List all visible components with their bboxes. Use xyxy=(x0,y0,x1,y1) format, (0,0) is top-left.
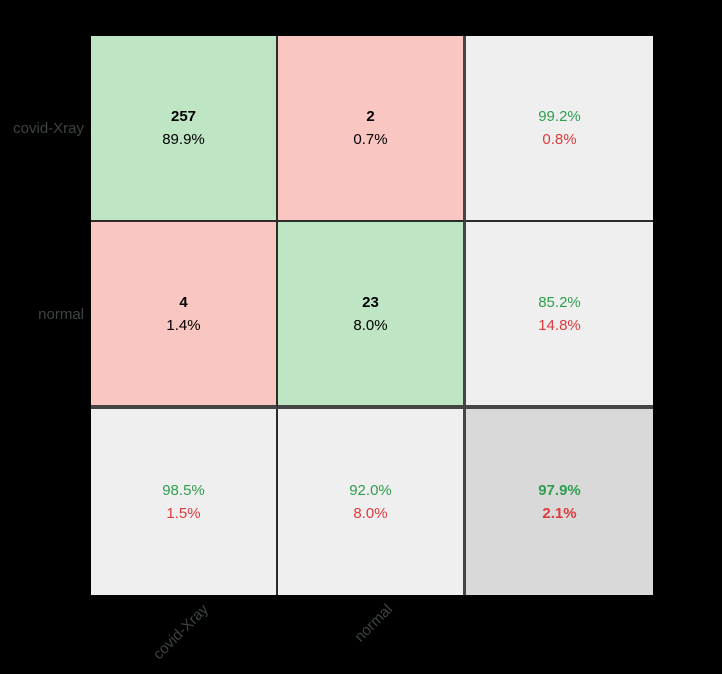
cell-incorrect-percent: 8.0% xyxy=(353,505,388,522)
cell-correct-percent: 85.2% xyxy=(538,293,581,311)
row-label-normal: normal xyxy=(38,306,84,323)
overall-error-percent: 2.1% xyxy=(542,505,577,522)
cell-count: 2 xyxy=(366,108,375,125)
col-label-normal: normal xyxy=(351,601,397,646)
cell-false-normal-as-covid: 4 1.4% xyxy=(91,222,278,409)
cell-correct-percent: 92.0% xyxy=(349,482,392,499)
cell-col-summary-covid: 98.5% 1.5% xyxy=(91,409,278,595)
cell-count: 23 xyxy=(362,293,379,311)
cell-count: 257 xyxy=(170,108,197,125)
cell-row-summary-normal: 85.2% 14.8% xyxy=(466,222,653,409)
cell-percent: 0.7% xyxy=(353,131,388,148)
cell-incorrect-percent: 0.8% xyxy=(542,131,577,148)
cell-correct-percent: 99.2% xyxy=(538,108,581,125)
cell-percent: 8.0% xyxy=(353,316,388,334)
cell-true-positive-normal: 23 8.0% xyxy=(278,222,466,409)
cell-count: 4 xyxy=(179,293,188,311)
cell-row-summary-covid: 99.2% 0.8% xyxy=(466,36,653,222)
overall-accuracy-percent: 97.9% xyxy=(538,482,581,499)
cell-true-positive-covid: 257 89.9% xyxy=(91,36,278,222)
cell-col-summary-normal: 92.0% 8.0% xyxy=(278,409,466,595)
col-label-covid-xray: covid-Xray xyxy=(149,601,213,664)
cell-percent: 89.9% xyxy=(162,131,205,148)
confusion-matrix-grid: 257 89.9% 2 0.7% 99.2% 0.8% 4 1.4% 23 8.… xyxy=(91,36,653,595)
cell-incorrect-percent: 1.5% xyxy=(166,505,201,522)
cell-correct-percent: 98.5% xyxy=(162,482,205,499)
cell-false-covid-as-normal: 2 0.7% xyxy=(278,36,466,222)
row-label-covid-xray: covid-Xray xyxy=(13,120,84,137)
cell-percent: 1.4% xyxy=(166,316,201,334)
cell-overall-accuracy: 97.9% 2.1% xyxy=(466,409,653,595)
cell-incorrect-percent: 14.8% xyxy=(538,316,581,334)
